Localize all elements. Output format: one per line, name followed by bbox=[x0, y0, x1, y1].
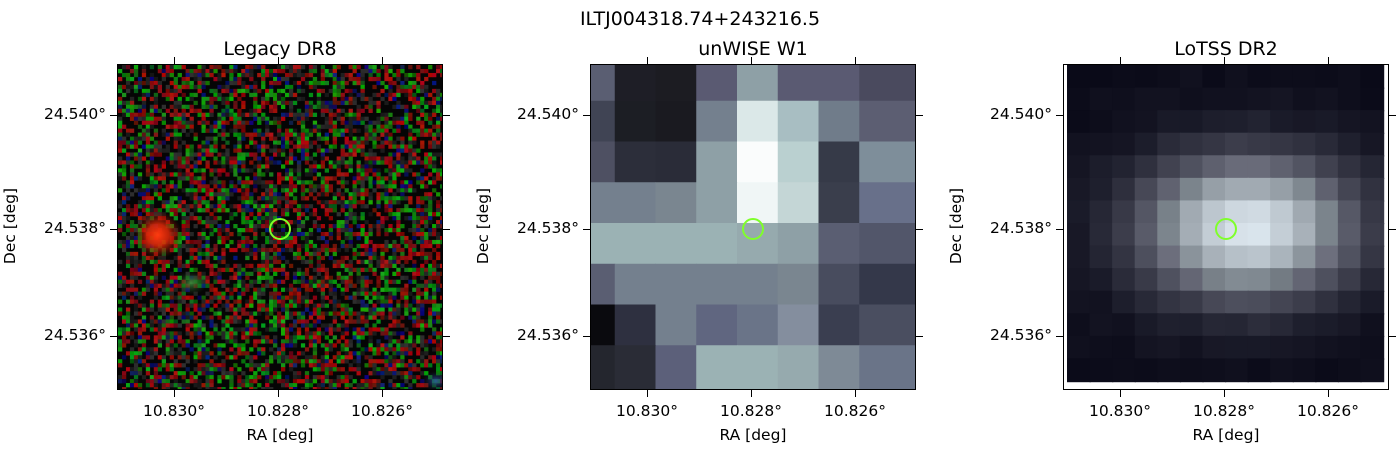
y-tick-right bbox=[916, 115, 923, 117]
target-marker-circle bbox=[742, 218, 764, 240]
x-tick-bottom bbox=[855, 390, 857, 397]
x-tick-label: 10.826° bbox=[1297, 402, 1359, 420]
x-tick-top bbox=[1224, 57, 1226, 64]
y-tick-right bbox=[1389, 229, 1396, 231]
unwise-image-svg bbox=[591, 65, 915, 389]
y-tick-right bbox=[443, 229, 450, 231]
y-tick-left bbox=[110, 115, 117, 117]
y-axis-label: Dec [deg] bbox=[1, 187, 19, 265]
panel-title-unwise: unWISE W1 bbox=[698, 38, 808, 60]
image-unwise-w1 bbox=[590, 64, 916, 390]
y-tick-label: 24.540° bbox=[517, 105, 579, 123]
x-tick-label: 10.826° bbox=[351, 402, 413, 420]
y-axis-label: Dec [deg] bbox=[947, 187, 965, 265]
y-tick-right bbox=[1389, 115, 1396, 117]
y-tick-left bbox=[583, 115, 590, 117]
x-tick-top bbox=[278, 57, 280, 64]
y-tick-left bbox=[1056, 336, 1063, 338]
y-tick-right bbox=[443, 115, 450, 117]
x-tick-label: 10.830° bbox=[616, 402, 678, 420]
x-tick-top bbox=[382, 57, 384, 64]
y-tick-left bbox=[1056, 115, 1063, 117]
x-tick-label: 10.830° bbox=[1089, 402, 1151, 420]
x-tick-top bbox=[751, 57, 753, 64]
y-tick-label: 24.536° bbox=[990, 326, 1052, 344]
lotss-image-svg bbox=[1064, 65, 1388, 389]
panel-title-legacy: Legacy DR8 bbox=[223, 38, 337, 60]
y-tick-left bbox=[110, 336, 117, 338]
y-tick-right bbox=[443, 336, 450, 338]
x-axis-label: RA [deg] bbox=[1192, 426, 1260, 444]
x-tick-bottom bbox=[1224, 390, 1226, 397]
x-tick-label: 10.828° bbox=[720, 402, 782, 420]
panel-title-lotss: LoTSS DR2 bbox=[1174, 38, 1278, 60]
y-tick-label: 24.536° bbox=[517, 326, 579, 344]
x-tick-top bbox=[174, 57, 176, 64]
target-marker-circle bbox=[269, 218, 291, 240]
x-tick-top bbox=[1328, 57, 1330, 64]
y-tick-label: 24.538° bbox=[517, 219, 579, 237]
y-tick-right bbox=[916, 336, 923, 338]
x-tick-label: 10.826° bbox=[824, 402, 886, 420]
y-tick-label: 24.540° bbox=[990, 105, 1052, 123]
image-lotss-dr2 bbox=[1063, 64, 1389, 390]
x-axis-label: RA [deg] bbox=[719, 426, 787, 444]
x-tick-bottom bbox=[647, 390, 649, 397]
x-tick-label: 10.828° bbox=[1193, 402, 1255, 420]
y-tick-label: 24.538° bbox=[990, 219, 1052, 237]
y-tick-label: 24.540° bbox=[44, 105, 106, 123]
y-tick-left bbox=[1056, 229, 1063, 231]
legacy-image-svg bbox=[118, 65, 442, 389]
x-tick-bottom bbox=[174, 390, 176, 397]
y-tick-label: 24.536° bbox=[44, 326, 106, 344]
y-tick-label: 24.538° bbox=[44, 219, 106, 237]
x-tick-label: 10.828° bbox=[247, 402, 309, 420]
x-tick-bottom bbox=[1328, 390, 1330, 397]
x-tick-bottom bbox=[278, 390, 280, 397]
figure-title: ILTJ004318.74+243216.5 bbox=[579, 8, 821, 30]
x-tick-top bbox=[855, 57, 857, 64]
y-tick-left bbox=[110, 229, 117, 231]
target-marker-circle bbox=[1215, 218, 1237, 240]
x-tick-bottom bbox=[751, 390, 753, 397]
y-tick-right bbox=[916, 229, 923, 231]
x-tick-top bbox=[1120, 57, 1122, 64]
y-tick-right bbox=[1389, 336, 1396, 338]
x-tick-bottom bbox=[382, 390, 384, 397]
x-axis-label: RA [deg] bbox=[246, 426, 314, 444]
x-tick-label: 10.830° bbox=[143, 402, 205, 420]
image-legacy-dr8 bbox=[117, 64, 443, 390]
y-axis-label: Dec [deg] bbox=[474, 187, 492, 265]
y-tick-left bbox=[583, 336, 590, 338]
x-tick-bottom bbox=[1120, 390, 1122, 397]
x-tick-top bbox=[647, 57, 649, 64]
y-tick-left bbox=[583, 229, 590, 231]
